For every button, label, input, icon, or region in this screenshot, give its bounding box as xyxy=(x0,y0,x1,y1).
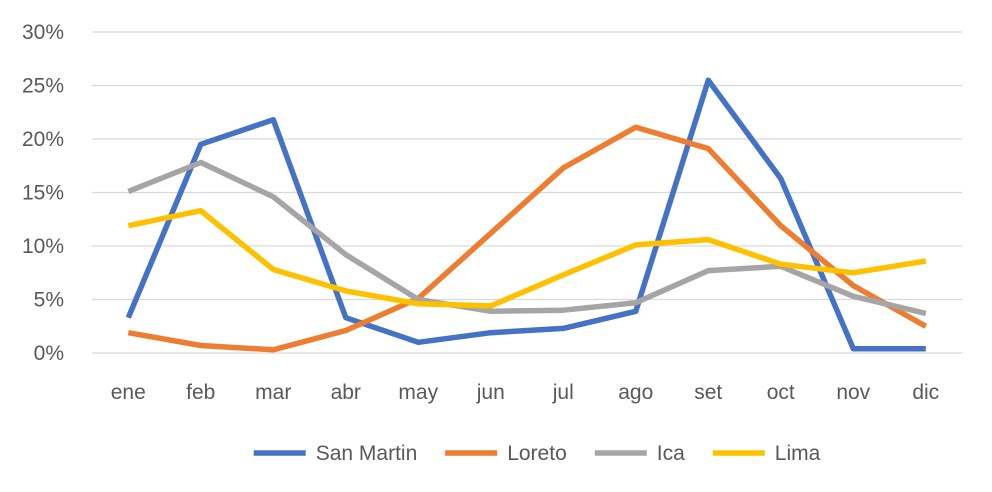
x-tick-label: ene xyxy=(111,381,146,404)
legend-label: Lima xyxy=(775,442,821,465)
legend-item: Loreto xyxy=(445,442,567,465)
y-tick-label: 5% xyxy=(34,289,64,312)
x-tick-label: dic xyxy=(912,381,939,404)
series-line-ica xyxy=(127,159,927,317)
y-tick-label: 25% xyxy=(22,75,64,98)
series-line-san-martin xyxy=(125,77,926,352)
legend-item: San Martin xyxy=(253,442,418,465)
x-tick-label: abr xyxy=(331,381,361,404)
legend-label: Loreto xyxy=(507,442,567,465)
legend: San Martin Loreto Ica Lima xyxy=(253,442,821,465)
y-tick-label: 15% xyxy=(22,182,64,205)
x-tick-label: ago xyxy=(618,381,653,404)
x-tick-label: may xyxy=(398,381,438,404)
series-line-lima xyxy=(127,207,927,309)
x-tick-label: mar xyxy=(255,381,291,404)
y-tick-label: 0% xyxy=(34,342,64,365)
x-tick-label: set xyxy=(694,381,722,404)
x-axis-tick-labels: ene feb mar abr may jun jul ago set oct nov dic xyxy=(111,381,939,404)
gridlines xyxy=(92,31,962,354)
series-line-loreto xyxy=(127,124,928,353)
y-axis-tick-labels: 0% 5% 10% 15% 20% 25% 30% xyxy=(22,21,64,365)
legend-item: Ica xyxy=(594,442,685,465)
y-tick-label: 10% xyxy=(22,235,64,258)
y-tick-label: 20% xyxy=(22,128,64,151)
x-tick-label: nov xyxy=(836,381,870,404)
y-tick-label: 30% xyxy=(22,21,64,44)
legend-label: Ica xyxy=(657,442,685,465)
x-tick-label: oct xyxy=(767,381,795,404)
series-lines xyxy=(125,77,928,353)
legend-item: Lima xyxy=(712,442,821,465)
x-tick-label: jun xyxy=(476,381,505,404)
legend-label: San Martin xyxy=(316,442,418,465)
x-tick-label: jul xyxy=(552,381,574,404)
x-tick-label: feb xyxy=(186,381,215,404)
